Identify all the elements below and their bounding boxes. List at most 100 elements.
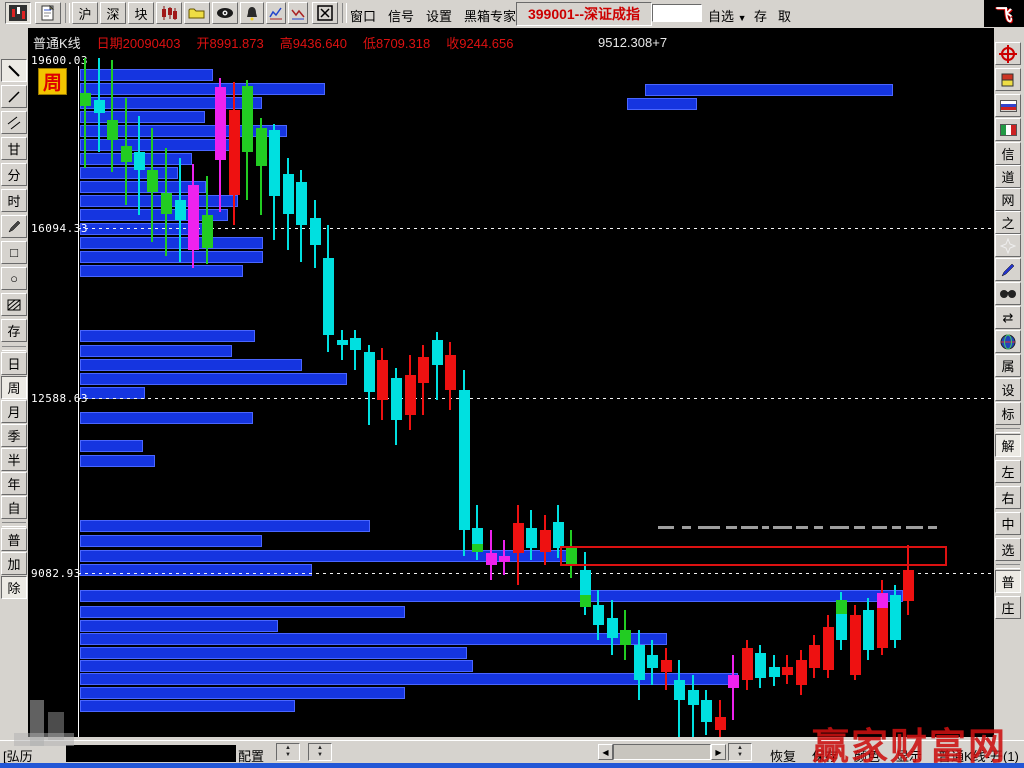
candle-body (566, 548, 577, 565)
setup-button[interactable]: 设 (995, 378, 1021, 401)
attribute-button[interactable]: 属 (995, 354, 1021, 377)
alert-button-icon (244, 5, 260, 21)
period-year-button[interactable]: 年 (1, 472, 27, 495)
rectangle-tool[interactable]: □ (1, 241, 27, 264)
draw-pen-tool[interactable] (995, 258, 1021, 281)
erased-text-remnant (773, 526, 792, 529)
channel-button-wang[interactable]: 网 (995, 188, 1021, 211)
kline-chart-button[interactable] (156, 2, 182, 24)
period-quarter-button[interactable]: 季 (1, 424, 27, 447)
save-drawing-button[interactable]: 存 (1, 319, 27, 342)
menu-settings[interactable]: 设置 (426, 9, 453, 24)
swap-tool[interactable]: ⇄ (995, 306, 1021, 329)
candle-body (121, 146, 132, 162)
recall-button[interactable]: 取 (778, 9, 792, 24)
period-custom-button[interactable]: 自 (1, 496, 27, 519)
analysis-chart-button[interactable] (5, 2, 31, 24)
align-center-button[interactable]: 中 (995, 512, 1021, 535)
kline-open-status[interactable]: 普通K线-开(1) (938, 749, 1019, 764)
menu-window[interactable]: 窗口 (350, 9, 377, 24)
signal-paint-mark (580, 595, 591, 607)
globe-tool[interactable] (995, 330, 1021, 353)
volume-profile-bar (80, 195, 238, 207)
mode-remove-button[interactable]: 除 (1, 576, 27, 599)
align-left-button[interactable]: 左 (995, 460, 1021, 483)
banker-view-button[interactable]: 庄 (995, 596, 1021, 619)
pencil-tool[interactable] (1, 215, 27, 238)
candle-body (540, 530, 551, 552)
close-window-button[interactable] (312, 2, 338, 24)
store-button[interactable]: 存 (754, 9, 768, 24)
find-tool[interactable] (995, 282, 1021, 305)
candle-body (350, 338, 361, 350)
market-watch-button[interactable] (212, 2, 238, 24)
color-swatch-button[interactable] (995, 68, 1021, 91)
candle-body (796, 660, 807, 685)
erased-text-remnant (872, 526, 887, 529)
candle-body (107, 120, 118, 140)
candle-body (364, 352, 375, 392)
open-file-button[interactable] (184, 2, 210, 24)
align-right-button[interactable]: 右 (995, 486, 1021, 509)
period-week-button[interactable]: 周 (1, 376, 27, 399)
flag-russia-icon[interactable] (995, 94, 1021, 117)
period-day-button[interactable]: 日 (1, 352, 27, 375)
flag-italy-icon[interactable] (995, 118, 1021, 141)
mini-chart-button-1[interactable] (266, 2, 286, 24)
candle-body (823, 627, 834, 670)
circle-tool[interactable]: ○ (1, 267, 27, 290)
zoom-stepper[interactable]: ▲ ▼ (728, 743, 752, 761)
chart-area[interactable]: 周 19600.03 16094.33 12588.63 9082.93 (28, 56, 994, 737)
save-button[interactable]: 保存 (812, 749, 839, 764)
scroll-left-button[interactable]: ◀ (598, 744, 613, 760)
scroll-right-button[interactable]: ▶ (711, 744, 726, 760)
gann-tool[interactable]: 甘 (1, 137, 27, 160)
alert-button[interactable] (240, 2, 264, 24)
menu-blackbox-expert[interactable]: 黑箱专家 (464, 9, 517, 24)
mode-normal-button[interactable]: 普 (1, 528, 27, 551)
display-button[interactable]: 显示 (896, 749, 923, 764)
candle-body (486, 553, 497, 565)
candle-wick (341, 330, 343, 360)
volume-profile-bar (80, 167, 178, 179)
market-shanghai-button[interactable]: 沪 (72, 2, 98, 24)
toolbar-separator (2, 346, 26, 351)
period-halfyear-button[interactable]: 半 (1, 448, 27, 471)
color-button[interactable]: 颜色 (854, 749, 881, 764)
pattern-tool[interactable] (1, 293, 27, 316)
star-tool[interactable] (995, 234, 1021, 257)
chart-h-scrollbar[interactable] (613, 744, 711, 760)
crosshair-tool[interactable] (995, 42, 1021, 65)
market-shenzhen-button[interactable]: 深 (100, 2, 126, 24)
properties-button[interactable] (35, 2, 61, 24)
channel-button-xin[interactable]: 信 (995, 142, 1021, 165)
mode-add-button[interactable]: 加 (1, 552, 27, 575)
explain-button[interactable]: 解 (995, 434, 1021, 457)
minute-period-button[interactable]: 分 (1, 163, 27, 186)
channel-button-dao[interactable]: 道 (995, 165, 1021, 188)
window-count-stepper[interactable]: ▲ ▼ (276, 743, 300, 761)
parallel-lines-tool-icon (6, 115, 22, 131)
trendline-tool[interactable] (1, 59, 27, 82)
hour-period-button[interactable]: 时 (1, 189, 27, 212)
layout-config-button[interactable]: 配置 (238, 749, 265, 764)
select-button[interactable]: 选 (995, 538, 1021, 561)
watchlist-menu[interactable]: 自选 ▼ (708, 9, 747, 24)
panel-count-stepper[interactable]: ▲ ▼ (308, 743, 332, 761)
mini-chart-button-2[interactable] (288, 2, 308, 24)
block-button[interactable]: 块 (128, 2, 154, 24)
menu-signal[interactable]: 信号 (388, 9, 415, 24)
current-quote: 9512.308+7 (598, 35, 668, 50)
channel-button-zhi[interactable]: 之 (995, 211, 1021, 234)
line-tool[interactable] (1, 85, 27, 108)
restore-button[interactable]: 恢复 (770, 749, 797, 764)
normal-view-button[interactable]: 普 (995, 570, 1021, 593)
period-month-button[interactable]: 月 (1, 400, 27, 423)
symbol-search-input[interactable] (652, 4, 702, 22)
mark-button[interactable]: 标 (995, 402, 1021, 425)
candle-body (769, 667, 780, 677)
parallel-lines-tool[interactable] (1, 111, 27, 134)
candle-body (296, 182, 307, 225)
erased-text-remnant (741, 526, 758, 529)
